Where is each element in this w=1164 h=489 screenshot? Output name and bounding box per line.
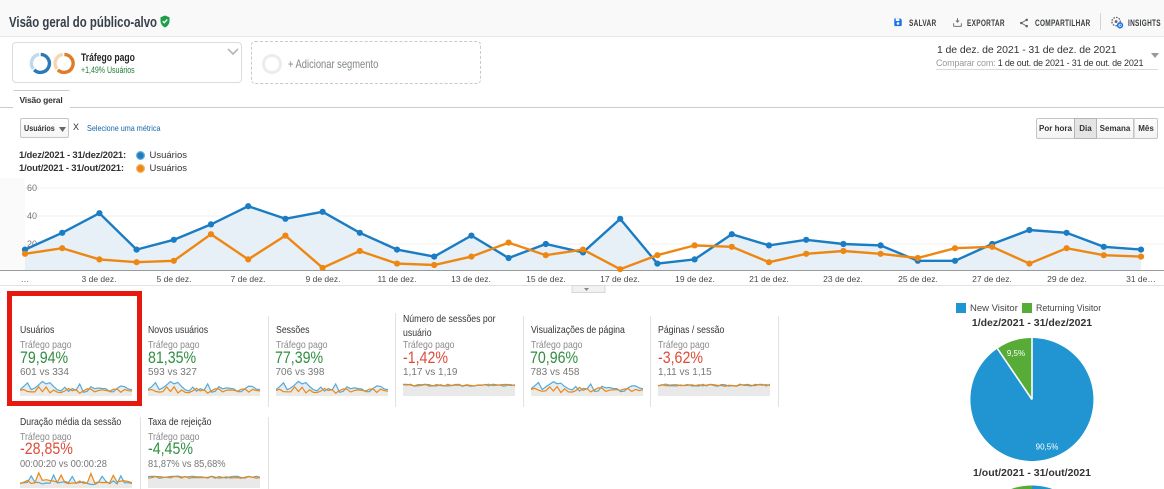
svg-text:11 de dez.: 11 de dez. bbox=[377, 274, 416, 284]
svg-text:25 de dez.: 25 de dez. bbox=[898, 274, 938, 284]
svg-text:3 de dez.: 3 de dez. bbox=[82, 274, 117, 284]
svg-text:9 de dez.: 9 de dez. bbox=[306, 274, 341, 284]
svg-text:60: 60 bbox=[27, 183, 37, 193]
svg-text:19 de dez.: 19 de dez. bbox=[675, 274, 715, 284]
svg-text:17 de dez.: 17 de dez. bbox=[600, 274, 640, 284]
svg-text:27 de dez.: 27 de dez. bbox=[972, 274, 1012, 284]
svg-text:7 de dez.: 7 de dez. bbox=[231, 274, 266, 284]
svg-text:…: … bbox=[21, 274, 30, 284]
svg-text:23 de dez.: 23 de dez. bbox=[823, 274, 863, 284]
svg-text:15 de dez.: 15 de dez. bbox=[526, 274, 566, 284]
svg-text:13 de dez.: 13 de dez. bbox=[451, 274, 491, 284]
svg-text:21 de dez.: 21 de dez. bbox=[749, 274, 789, 284]
svg-text:90,5%: 90,5% bbox=[1036, 443, 1059, 452]
svg-text:9,5%: 9,5% bbox=[1007, 349, 1025, 358]
svg-text:5 de dez.: 5 de dez. bbox=[157, 274, 192, 284]
svg-text:31 de…: 31 de… bbox=[1126, 274, 1156, 284]
svg-text:20: 20 bbox=[27, 239, 37, 249]
svg-text:40: 40 bbox=[27, 211, 37, 221]
svg-text:29 de dez.: 29 de dez. bbox=[1047, 274, 1087, 284]
